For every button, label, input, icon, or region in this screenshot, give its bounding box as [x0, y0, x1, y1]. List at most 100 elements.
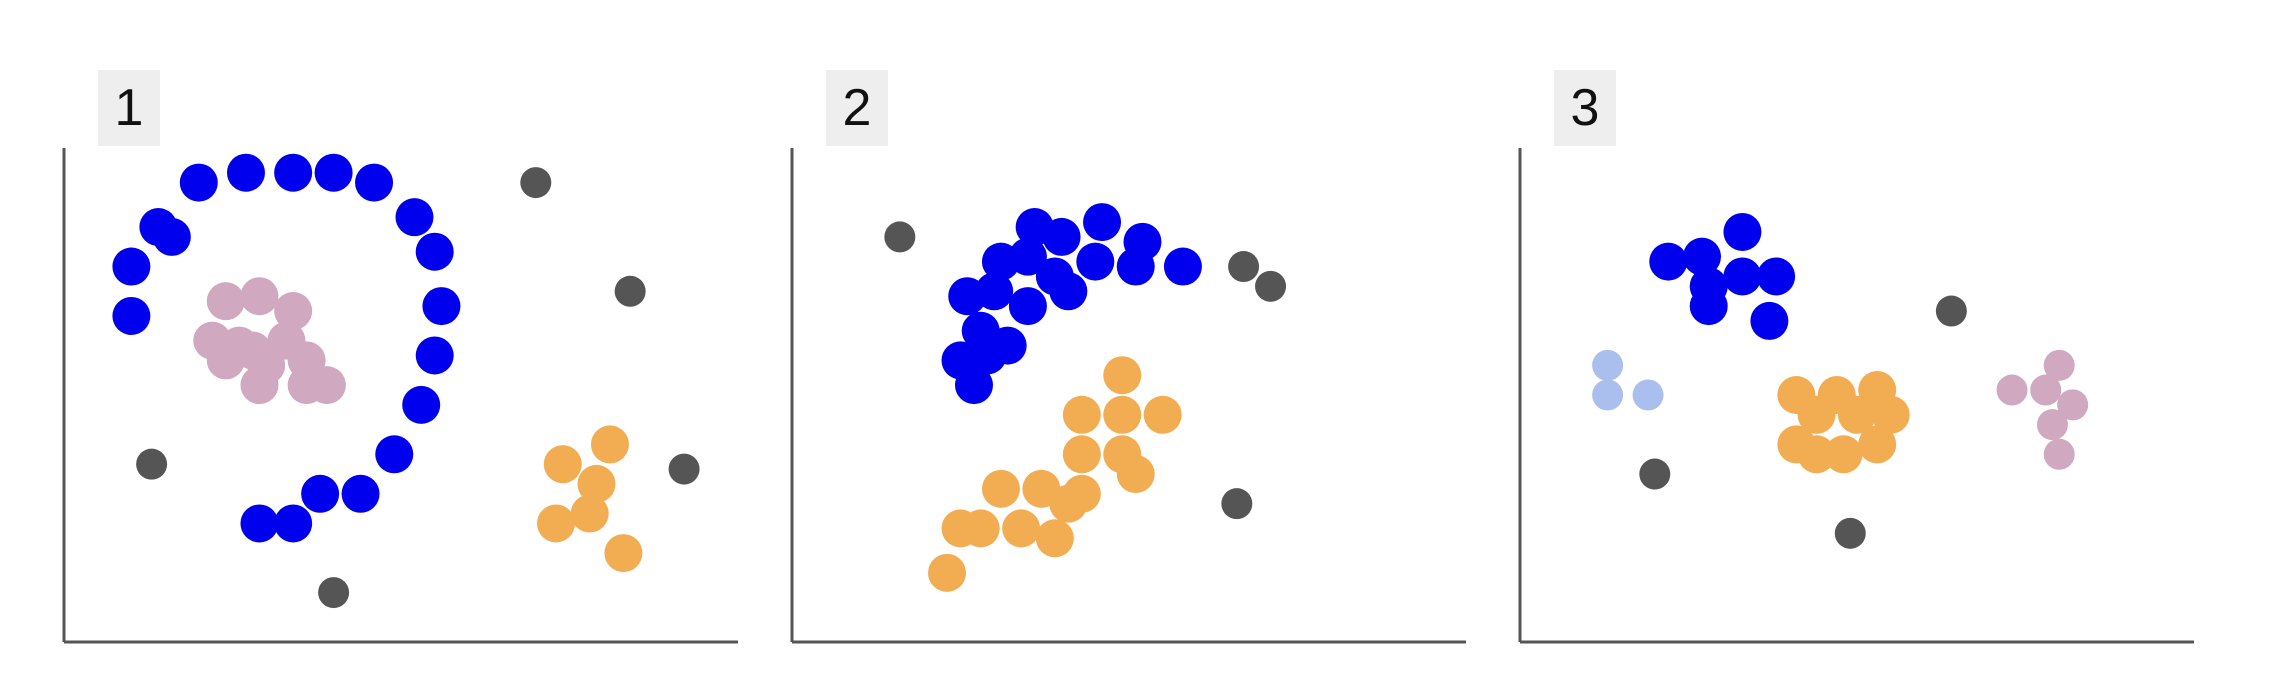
- point-orange-3: [1143, 395, 1182, 434]
- point-blue-14: [375, 435, 414, 474]
- point-blue-12: [415, 336, 454, 375]
- point-blue-8: [1116, 247, 1155, 286]
- point-noise-0: [884, 221, 916, 253]
- point-blue-1: [1649, 242, 1688, 281]
- point-orange-5: [1871, 395, 1910, 434]
- point-blue-9: [1163, 247, 1202, 286]
- point-blue-15: [341, 474, 380, 513]
- point-blue-2: [1682, 237, 1721, 276]
- scatter-plot-1: [62, 148, 738, 644]
- point-orange-3: [1797, 395, 1836, 434]
- point-orange-7: [981, 469, 1020, 508]
- point-orange-12: [1035, 519, 1074, 558]
- point-orange-4: [1062, 435, 1101, 474]
- point-blue-7: [1076, 242, 1115, 281]
- series-blue: [1649, 212, 1796, 340]
- point-blue-7: [314, 153, 353, 192]
- series-noise: [1639, 295, 1967, 549]
- panel-label-1: 1: [98, 70, 160, 146]
- point-blue-9: [395, 198, 434, 237]
- point-blue-1: [152, 217, 191, 256]
- point-pink-7: [206, 341, 245, 380]
- point-light_blue-1: [1592, 379, 1624, 411]
- point-blue-17: [988, 326, 1027, 365]
- point-blue-4: [1723, 257, 1762, 296]
- point-blue-7: [1750, 301, 1789, 340]
- point-noise-0: [1935, 295, 1967, 327]
- point-blue-6: [1689, 287, 1728, 326]
- point-orange-5: [604, 534, 643, 573]
- point-orange-8: [1824, 435, 1863, 474]
- point-orange-15: [928, 553, 967, 592]
- point-blue-11: [422, 287, 461, 326]
- point-blue-5: [1757, 257, 1796, 296]
- point-noise-1: [614, 275, 646, 307]
- panel-label-2: 2: [826, 70, 888, 146]
- series-pink: [193, 277, 346, 405]
- point-blue-10: [415, 232, 454, 271]
- point-pink-0: [1996, 374, 2028, 406]
- point-blue-8: [355, 163, 394, 202]
- point-blue-3: [112, 296, 151, 335]
- point-orange-4: [1838, 395, 1876, 434]
- scatter-panel-3: 3: [1456, 0, 2213, 692]
- series-noise: [884, 221, 1287, 520]
- series-pink: [1996, 349, 2089, 470]
- point-noise-2: [1255, 270, 1287, 302]
- point-blue-5: [226, 153, 265, 192]
- scatter-panel-1: 1: [0, 0, 757, 692]
- scatter-plot-3: [1518, 148, 2194, 644]
- point-pink-4: [2036, 409, 2068, 441]
- point-noise-1: [1228, 251, 1260, 283]
- series-light_blue: [1592, 349, 1664, 411]
- point-pink-3: [2057, 389, 2089, 421]
- point-orange-2: [1103, 395, 1142, 434]
- point-orange-10: [1062, 474, 1101, 513]
- point-orange-1: [590, 425, 629, 464]
- series-orange: [1777, 371, 1910, 474]
- point-blue-18: [240, 504, 279, 543]
- point-orange-9: [1858, 425, 1897, 464]
- point-blue-17: [274, 504, 313, 543]
- series-blue: [112, 153, 461, 543]
- series-noise: [136, 167, 700, 609]
- point-pink-1: [240, 277, 279, 316]
- point-blue-2: [1083, 203, 1122, 242]
- point-orange-2: [577, 464, 616, 503]
- series-orange: [928, 356, 1182, 592]
- point-noise-3: [668, 453, 700, 485]
- point-pink-12: [247, 346, 286, 385]
- point-blue-0: [1723, 212, 1762, 251]
- point-blue-1: [1042, 217, 1081, 256]
- point-pink-11: [307, 366, 346, 405]
- point-noise-2: [1834, 517, 1866, 549]
- series-orange: [537, 425, 643, 573]
- scatter-panel-2: 2: [728, 0, 1485, 692]
- point-noise-2: [136, 448, 168, 480]
- point-blue-13: [1049, 272, 1088, 311]
- point-pink-2: [2043, 349, 2075, 381]
- point-blue-4: [179, 163, 218, 202]
- scatter-plot-2: [790, 148, 1466, 644]
- point-blue-13: [402, 385, 441, 424]
- point-blue-12: [1008, 287, 1047, 326]
- point-pink-2: [274, 292, 313, 331]
- point-orange-14: [961, 509, 1000, 548]
- point-light_blue-0: [1592, 349, 1624, 381]
- point-orange-7: [1797, 435, 1836, 474]
- point-blue-6: [274, 153, 313, 192]
- point-blue-18: [954, 366, 993, 405]
- point-blue-16: [301, 474, 340, 513]
- point-noise-4: [318, 577, 350, 609]
- point-blue-5: [1008, 237, 1047, 276]
- panel-label-3: 3: [1554, 70, 1616, 146]
- point-light_blue-2: [1632, 379, 1664, 411]
- point-orange-0: [543, 445, 582, 484]
- point-orange-11: [1002, 509, 1041, 548]
- point-orange-3: [537, 504, 576, 543]
- point-orange-1: [1062, 395, 1101, 434]
- point-blue-11: [975, 272, 1014, 311]
- point-noise-0: [520, 167, 552, 199]
- point-pink-0: [206, 282, 245, 321]
- point-blue-2: [112, 247, 151, 286]
